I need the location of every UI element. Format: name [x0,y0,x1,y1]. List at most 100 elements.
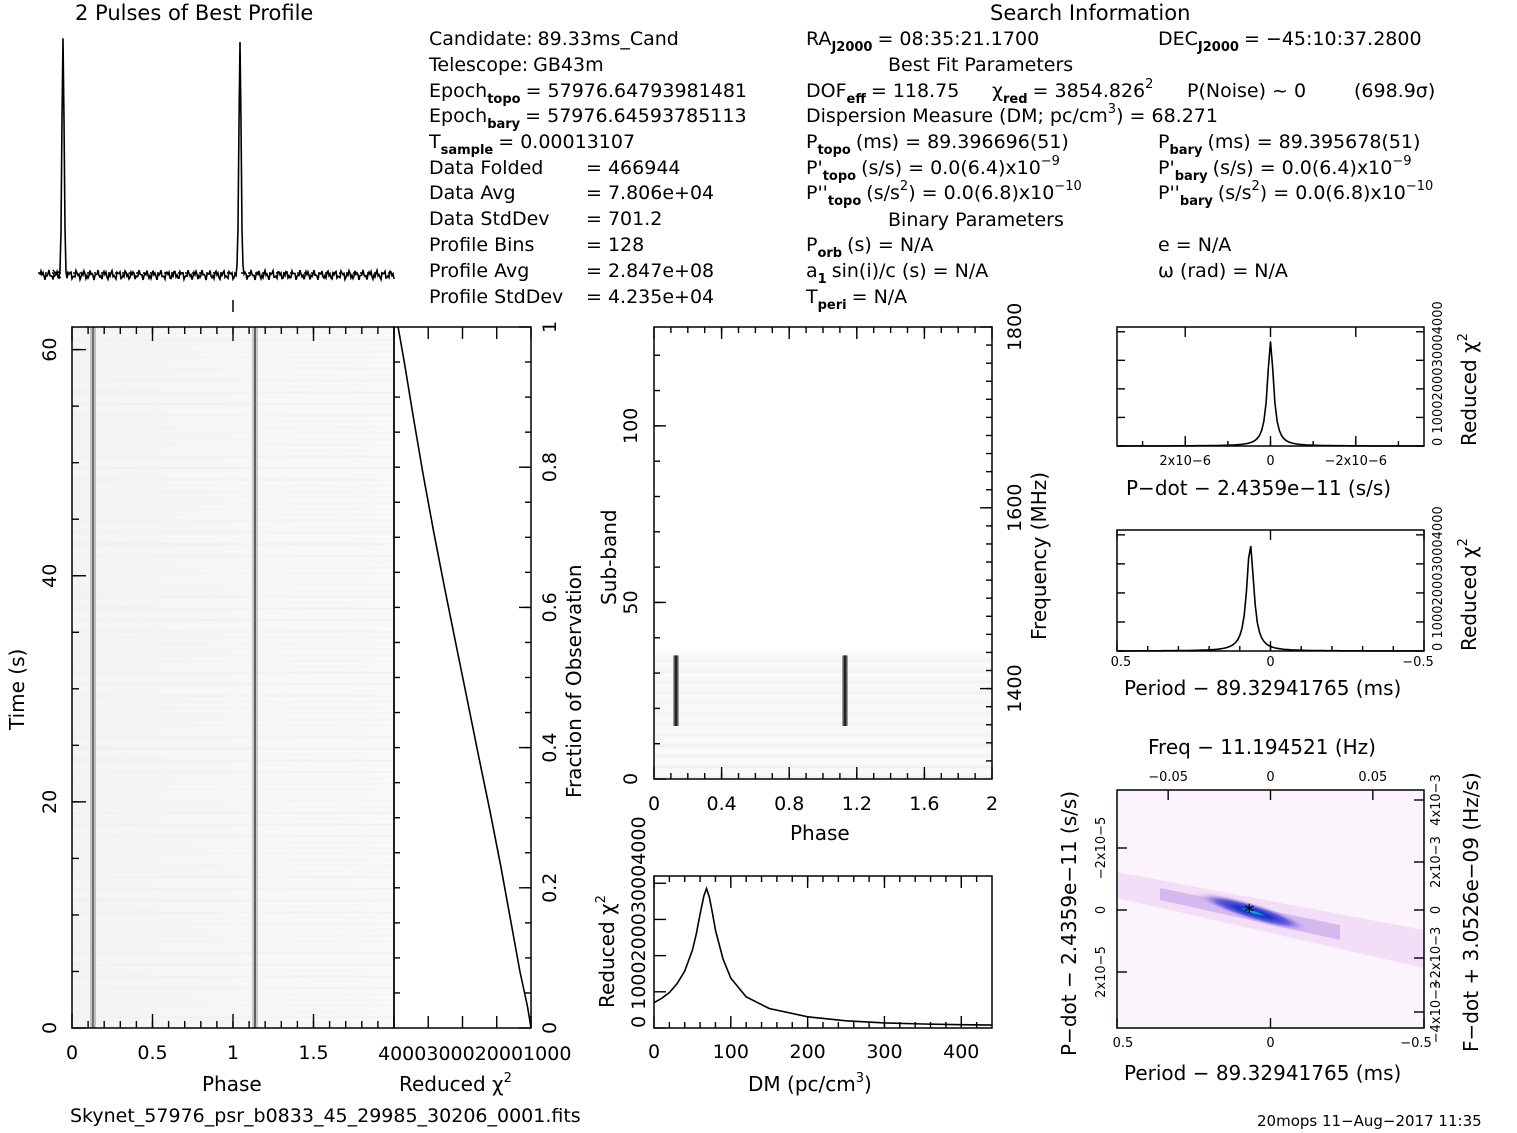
time-phase-row [72,706,394,709]
search-info-title: Search Information [990,1,1190,25]
info-left-8-value: = 128 [586,234,644,256]
subband-row [654,683,992,688]
time-phase-row [72,893,394,896]
time-phase-row [72,998,394,1001]
time-phase-row [72,864,394,867]
subband-row [654,673,992,677]
info-left-6-value: = 7.806e+04 [586,182,714,204]
time-phase-row [72,776,394,779]
time-phase-row [72,554,394,557]
time-phase-row [72,753,394,756]
time-phase-row [72,788,394,791]
subband-rows [654,651,992,779]
time-phase-ylabel: Time (s) [5,649,29,731]
dm-xlabel: DM (pc/cm3) [748,1071,872,1096]
time-phase-row [72,817,394,820]
time-phase-row [72,846,394,849]
profile-line [39,38,395,283]
time-phase-row [72,519,394,522]
chi2-time-xtick-labels: 4000300020001000 [378,1043,571,1065]
info-left-9-value: = 2.847e+08 [586,260,714,282]
time-phase-row [72,876,394,879]
subband-row [654,715,992,719]
chi2-time-ytick-label: 0.6 [539,592,561,622]
dm-xtick-label: 100 [713,1041,749,1063]
period-xtick-label: 0.5 [1111,655,1132,670]
pdot-xlabel: P−dot − 2.4359e−11 (s/s) [1126,476,1391,500]
subband-row [654,658,992,663]
period-curve-line [1117,545,1424,652]
profile-panel: 2 Pulses of Best Profile × [38,1,395,312]
subband-row [654,719,992,723]
chi2-time-ytick-label: 0.4 [539,732,561,762]
time-phase-row [72,402,394,405]
time-phase-row [72,695,394,697]
pdot-curve-line [1117,341,1424,447]
p-pdot-xtick-label: 0.5 [1113,1036,1134,1051]
subband-row [654,722,992,726]
subband-xlabel: Phase [790,821,850,845]
pdot-xtick-label: −2x10−6 [1324,454,1387,469]
chi2-time-line [397,326,532,1029]
subband-ytick-label: 50 [620,590,642,614]
frequency-ylabel: Frequency (MHz) [1027,472,1051,640]
fdot-ytick-label: 0 [1429,906,1444,914]
period-ticks: 0.5 0 −0.5 [1111,530,1434,670]
p-pdot-xtick-label: 0 [1266,1036,1274,1051]
info-left-2: Epochtopo = 57976.64793981481 [429,80,747,107]
time-phase-row [72,578,394,581]
time-phase-row [72,473,394,475]
subband-row [654,733,992,737]
omega-field: ω (rad) = N/A [1158,260,1288,282]
time-phase-row [72,1010,394,1013]
subband-row [654,666,992,670]
time-phase-row [72,449,394,452]
dm-field: Dispersion Measure (DM; pc/cm3) = 68.271 [806,102,1218,127]
time-phase-ticks: 0 0.5 1 1.5 0 20 40 60 [39,327,379,1064]
best-fit-title: Best Fit Parameters [888,54,1073,76]
time-phase-row [72,718,394,721]
subband-row [654,736,992,741]
time-phase-row [72,636,394,639]
period-ytick-labels: 0 1000200030004000 [1431,506,1446,651]
chi2-time-ticks: 0 0.2 0.4 0.6 0.8 1 [393,321,561,1034]
ra-field: RAJ2000 = 08:35:21.1700 [806,28,1039,55]
pdot-topo-field: P'topo (s/s) = 0.0(6.4)x10−9 [806,154,1060,184]
time-phase-row [72,899,394,902]
pdot-panel: 2x10−6 0 −2x10−6 0 1000200030004000 Reduce… [1116,301,1481,500]
info-left-0: Candidate: 89.33ms_Cand [429,28,679,50]
pulse-track-2-core [254,327,256,1028]
info-left-3: Epochbary = 57976.64593785113 [429,105,747,132]
time-phase-row [72,882,394,884]
time-phase-row [72,811,394,814]
time-phase-row [72,975,394,978]
time-phase-row [72,350,394,353]
time-phase-row [72,806,394,808]
chi2-time-ytick-label: 0.8 [539,452,561,482]
subband-row [654,711,992,716]
subband-xtick-label: 1.2 [842,793,872,815]
time-phase-row [72,683,394,686]
subband-row [654,761,992,765]
tperi-field: Tperi = N/A [805,286,907,313]
subband-row [654,655,992,659]
time-phase-row [72,642,394,645]
chi2-time-xlabel: Reduced χ2 [399,1071,512,1096]
subband-row [654,754,992,758]
subband-row [654,676,992,681]
time-phase-row [72,496,394,499]
time-phase-row [72,934,394,937]
time-phase-row [72,987,394,990]
subband-pulse-2 [843,655,847,726]
porb-field: Porb (s) = N/A [806,234,933,261]
subband-row [654,729,992,734]
time-phase-row [72,660,394,662]
time-phase-row [72,981,394,984]
time-phase-row [72,712,394,715]
time-phase-row [72,438,394,440]
period-xlabel: Period − 89.32941765 (ms) [1124,676,1401,700]
subband-xtick-label: 0 [648,793,660,815]
time-phase-row [72,905,394,908]
time-phase-row [72,490,394,493]
ecc-field: e = N/A [1158,234,1231,256]
